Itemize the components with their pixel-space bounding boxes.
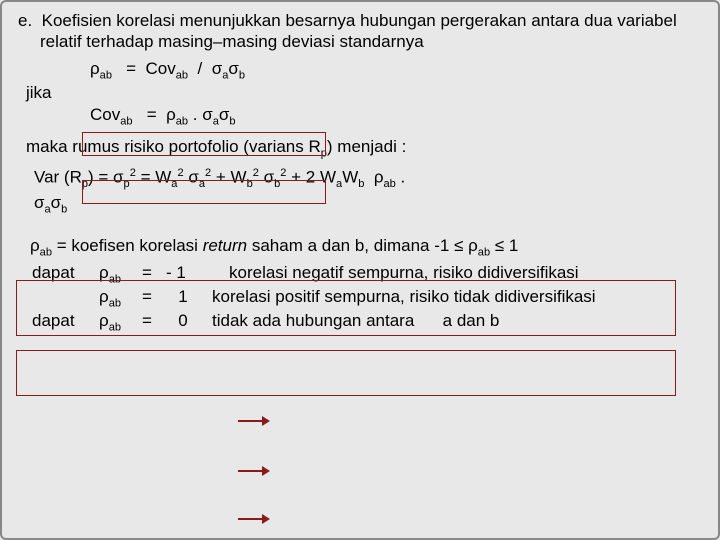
arrow-icon [238, 470, 268, 472]
koefisien-def: ρab = koefisen korelasi return saham a d… [30, 235, 708, 260]
highlight-box [16, 350, 676, 396]
highlight-box [82, 180, 326, 204]
heading: e. Koefisien korelasi menunjukkan besarn… [12, 10, 708, 53]
formula-cov: Covab = ρab . σaσb [90, 105, 708, 127]
formula-rho: ρab = Covab / σaσb [90, 59, 708, 81]
label-jika: jika [26, 83, 708, 103]
arrow-icon [238, 420, 268, 422]
highlight-box [16, 280, 676, 336]
heading-text: Koefisien korelasi menunjukkan besarnya … [40, 11, 677, 51]
highlight-box [82, 132, 326, 156]
heading-marker: e. [18, 11, 32, 30]
arrow-icon [238, 518, 268, 520]
